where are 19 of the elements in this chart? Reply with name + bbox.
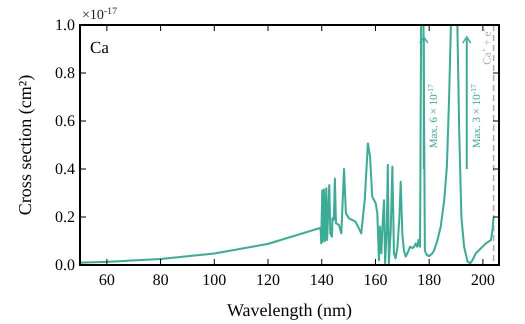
x-tick-label: 160: [363, 272, 388, 289]
y-axis-title: Cross section (cm²): [15, 74, 35, 216]
line-series: [80, 25, 494, 264]
annotation: Ca: [90, 38, 110, 57]
x-tick-label: 200: [470, 272, 495, 289]
y-tick-label: 0.6: [55, 113, 75, 130]
x-axis-title: Wavelength (nm): [226, 300, 352, 320]
x-tick-label: 140: [310, 272, 334, 289]
y-tick-label: 0.4: [55, 161, 75, 178]
y-tick-label: 0.8: [55, 65, 75, 82]
x-tick-label: 180: [417, 272, 442, 289]
x-tick-label: 60: [98, 272, 115, 289]
y-tick-label: 0.2: [55, 209, 75, 226]
x-tick-label: 120: [256, 272, 280, 289]
y-tick-label: 0.0: [55, 257, 75, 274]
y-tick-label: 1.0: [55, 17, 75, 34]
x-tick-label: 100: [202, 272, 226, 289]
text: ×10$^{-17}$: [82, 6, 118, 23]
x-tick-label: 80: [152, 272, 169, 289]
